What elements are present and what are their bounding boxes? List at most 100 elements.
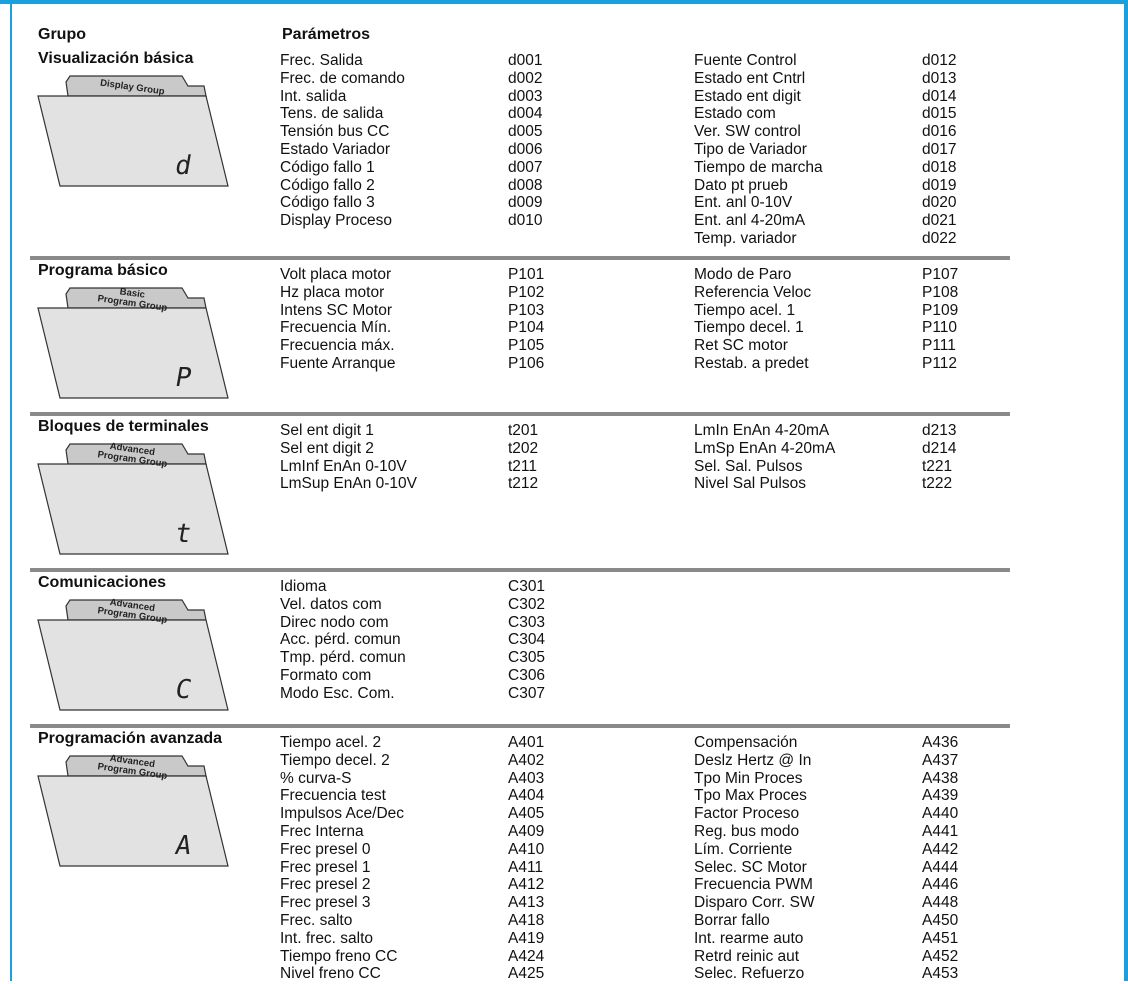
param-name: Código fallo 1: [280, 158, 375, 176]
folder-glyph-P: P: [173, 363, 194, 393]
param-code: A418: [508, 911, 545, 929]
param-name: Volt placa motor: [280, 266, 392, 283]
param-column: A401 A402 A403 A404 A405 A409 A410 A411 A412 A413…: [508, 734, 544, 983]
param-code: d020: [922, 194, 957, 212]
param-column: LmIn EnAn 4-20mA LmSp EnAn 4-20mA Sel. Sal…: [694, 422, 835, 493]
param-code: d008: [508, 176, 543, 194]
param-code: C302: [508, 595, 546, 613]
param-code: C303: [508, 613, 546, 631]
param-code: A405: [508, 805, 545, 823]
param-code: C304: [508, 631, 546, 649]
param-column: Idioma Vel. datos com Direc nodo com Acc. p…: [280, 578, 406, 703]
param-name: Ent. anl 0-10V: [694, 194, 793, 212]
param-code: P101: [508, 266, 545, 283]
param-name: Estado ent Cntrl: [694, 69, 806, 87]
param-code: d022: [922, 229, 957, 247]
param-code: P111: [922, 337, 956, 355]
group-title: Comunicaciones: [38, 574, 167, 591]
param-name: Compensación: [694, 734, 798, 751]
group-title: Programación avanzada: [38, 730, 223, 747]
param-name: Tmp. pérd. comun: [280, 649, 406, 667]
param-code: d007: [508, 158, 543, 176]
param-code: d015: [922, 105, 957, 123]
param-code: d004: [508, 105, 543, 123]
param-name: Frec presel 3: [280, 894, 371, 912]
param-name: Tensión bus CC: [280, 123, 390, 141]
param-code: P106: [508, 354, 545, 372]
param-column: Sel ent digit 1 Sel ent digit 2 LmInf EnAn…: [280, 422, 417, 493]
param-name: Fuente Arranque: [280, 354, 396, 372]
param-name: Estado Variador: [280, 140, 390, 158]
param-column: Frec. Salida Frec. de comando Int. salida T…: [280, 52, 405, 230]
param-name: Int. salida: [280, 87, 347, 105]
param-column: C301 C302 C303 C304 C305 C306 C307: [508, 578, 545, 703]
param-code: A404: [508, 787, 545, 805]
param-code: d001: [508, 52, 543, 69]
param-name: Hz placa motor: [280, 283, 385, 301]
param-name: Tiempo de marcha: [694, 158, 823, 176]
param-column: d001 d002 d003 d004 d005 d006 d007 d008 d009 d010: [508, 52, 542, 230]
param-name: Estado com: [694, 105, 776, 123]
param-code: A451: [922, 929, 959, 947]
parameter-group: Programación avanzada Advanced Program Gro…: [30, 724, 1010, 984]
param-name: Restab. a predet: [694, 354, 809, 372]
param-name: Tiempo decel. 1: [694, 319, 804, 337]
param-name: Tpo Min Proces: [694, 769, 803, 787]
param-name: Modo de Paro: [694, 266, 792, 283]
param-name: Factor Proceso: [694, 805, 800, 823]
param-code: d019: [922, 176, 957, 194]
param-name: Frec. salto: [280, 911, 353, 929]
param-name: Lím. Corriente: [694, 840, 793, 858]
param-name: Tiempo acel. 2: [280, 734, 382, 751]
param-column: Compensación Deslz Hertz @ In Tpo Min Proc…: [694, 734, 815, 983]
param-name: Código fallo 2: [280, 176, 375, 194]
header-parametros: Parámetros: [282, 26, 371, 43]
param-name: Tipo de Variador: [694, 140, 807, 158]
folder-front-shape: [37, 463, 229, 555]
param-code: A425: [508, 965, 545, 983]
param-code: P104: [508, 319, 545, 337]
param-name: Frecuencia Mín.: [280, 319, 392, 337]
param-name: Sel ent digit 2: [280, 439, 374, 457]
param-code: A450: [922, 911, 959, 929]
param-code: A444: [922, 858, 959, 876]
param-name: Tiempo decel. 2: [280, 751, 390, 769]
param-code: C306: [508, 666, 546, 684]
param-name: Tens. de salida: [280, 105, 384, 123]
param-column: Fuente Control Estado ent Cntrl Estado ent…: [694, 52, 823, 248]
param-code: d013: [922, 69, 957, 87]
param-code: d018: [922, 158, 957, 176]
param-code: t202: [508, 439, 539, 457]
param-code: d010: [508, 212, 543, 230]
param-code: P103: [508, 301, 545, 319]
param-code: A452: [922, 947, 959, 965]
param-name: Frecuencia PWM: [694, 876, 813, 894]
param-code: A411: [508, 858, 544, 876]
param-name: Nivel Sal Pulsos: [694, 475, 806, 493]
param-column: d213 d214 t221 t222: [922, 422, 956, 493]
param-name: LmSp EnAn 4-20mA: [694, 439, 836, 457]
folder-glyph-t: t: [173, 519, 194, 549]
group-title: Visualización básica: [38, 50, 194, 67]
section-divider: [30, 412, 1010, 416]
param-name: Tpo Max Proces: [694, 787, 807, 805]
folder-glyph-A: A: [173, 831, 194, 861]
param-column: Modo de Paro Referencia Veloc Tiempo acel.…: [694, 266, 811, 373]
param-name: Formato com: [280, 666, 372, 684]
param-name: Tiempo freno CC: [280, 947, 398, 965]
param-column: Tiempo acel. 2 Tiempo decel. 2% curva-S Fr…: [280, 734, 404, 983]
param-name: Int. rearme auto: [694, 929, 804, 947]
folder-front-shape: [37, 95, 229, 187]
param-name: LmInf EnAn 0-10V: [280, 457, 407, 475]
param-name: Sel. Sal. Pulsos: [694, 457, 803, 475]
param-code: A419: [508, 929, 545, 947]
param-name: Código fallo 3: [280, 194, 375, 212]
param-code: t201: [508, 422, 539, 439]
param-name: Frecuencia test: [280, 787, 386, 805]
param-code: A437: [922, 751, 959, 769]
param-name: Frec presel 2: [280, 876, 371, 894]
param-code: A441: [922, 822, 959, 840]
